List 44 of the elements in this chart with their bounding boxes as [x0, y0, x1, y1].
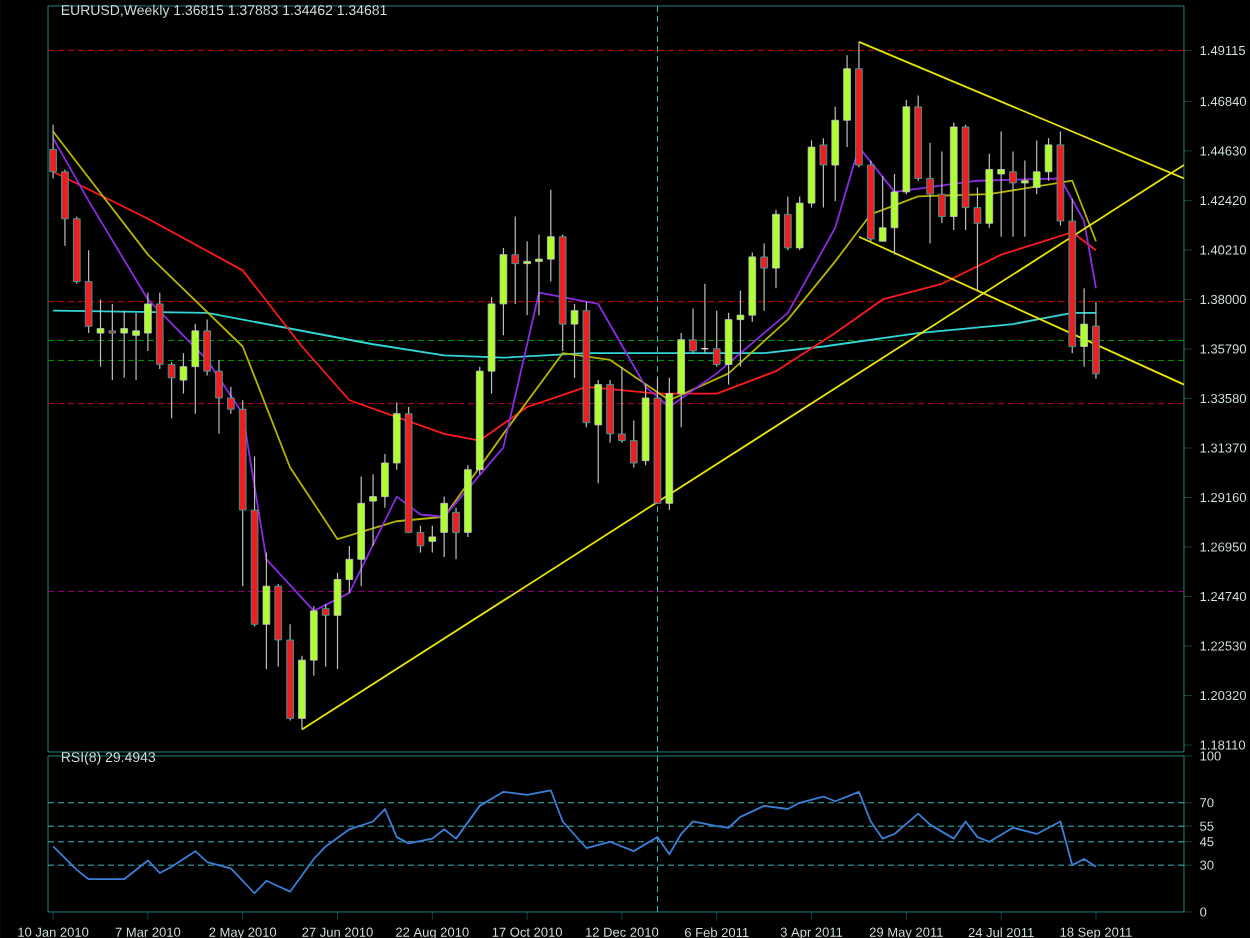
- candlestick: [120, 310, 128, 379]
- candlestick: [760, 242, 768, 312]
- candlestick: [535, 233, 543, 316]
- candlestick: [594, 379, 603, 484]
- candlestick: [369, 473, 377, 547]
- candlestick: [227, 386, 235, 415]
- candlestick: [1021, 159, 1029, 238]
- candlestick: [262, 552, 271, 670]
- candlestick: [144, 292, 152, 352]
- candlestick: [381, 453, 389, 509]
- candlestick: [712, 310, 721, 368]
- candlestick: [132, 312, 140, 381]
- candlestick: [1032, 139, 1041, 195]
- candlestick: [629, 419, 638, 469]
- candlestick: [203, 319, 211, 377]
- candlestick: [96, 298, 105, 368]
- candlestick: [61, 168, 69, 247]
- candlestick: [938, 151, 946, 224]
- candlestick: [997, 130, 1005, 238]
- candlestick: [689, 307, 697, 354]
- candlestick: [523, 240, 531, 316]
- candlestick: [618, 366, 626, 444]
- candlestick: [570, 303, 579, 379]
- candlestick: [1044, 137, 1053, 182]
- candlestick: [84, 249, 93, 334]
- candlestick: [191, 323, 200, 415]
- line-series: [52, 137, 1097, 612]
- candlestick: [1080, 287, 1088, 368]
- line-series: [52, 130, 1097, 541]
- line-series: [52, 309, 1097, 359]
- candlestick: [1092, 301, 1100, 380]
- candlestick: [547, 189, 555, 283]
- candlestick: [831, 106, 840, 202]
- candlestick: [784, 195, 792, 251]
- candlestick: [1009, 151, 1017, 238]
- candlestick: [926, 142, 934, 245]
- candlestick: [49, 124, 57, 180]
- candlestick: [215, 359, 223, 435]
- candlestick: [452, 507, 460, 560]
- line-series: [52, 789, 1097, 895]
- candlestick: [440, 495, 448, 558]
- candlestick: [179, 352, 188, 395]
- candlestick: [428, 525, 437, 554]
- candlestick: [511, 215, 520, 305]
